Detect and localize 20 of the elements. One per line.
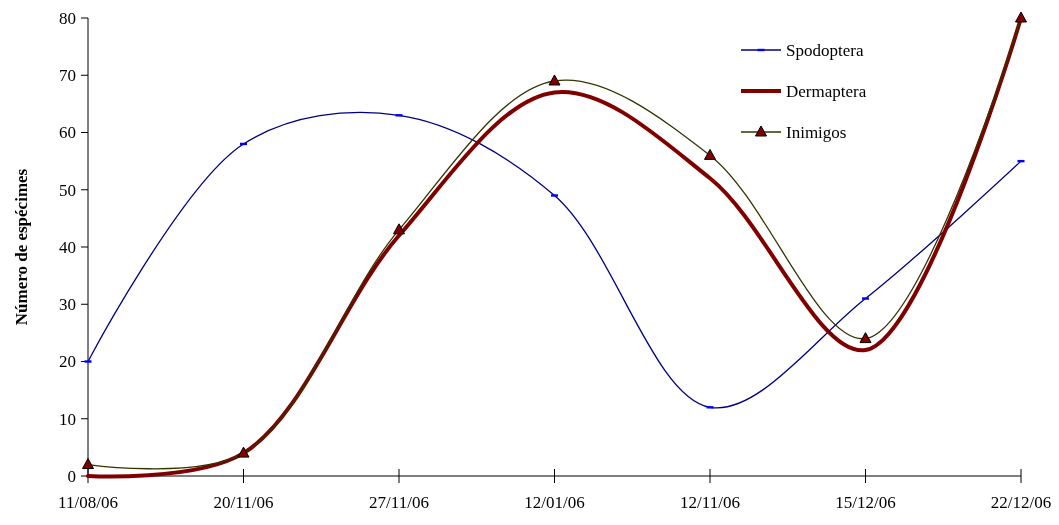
x-tick-label: 22/12/06 [990,493,1052,512]
y-tick-label: 60 [59,123,76,143]
legend-label: Dermaptera [786,81,867,101]
x-tick-label: 11/08/06 [58,493,118,512]
y-tick-label: 10 [59,409,76,429]
x-tick-label: 12/11/06 [680,493,740,512]
y-tick-label: 20 [59,352,76,372]
legend-label: Inimigos [786,122,847,142]
y-tick-label: 0 [67,466,76,486]
y-tick-label: 50 [59,180,76,200]
x-tick-label: 20/11/06 [213,493,274,512]
x-tick-label: 27/11/06 [369,493,429,512]
legend-label: Spodoptera [786,40,864,60]
y-tick-label: 30 [59,295,76,315]
y-tick-label: 80 [59,8,76,28]
y-tick-label: 40 [59,237,76,257]
y-axis-title: Número de espécimes [12,168,31,326]
x-tick-label: 15/12/06 [835,493,896,512]
y-tick-label: 70 [59,66,76,86]
x-tick-label: 12/01/06 [524,493,585,512]
